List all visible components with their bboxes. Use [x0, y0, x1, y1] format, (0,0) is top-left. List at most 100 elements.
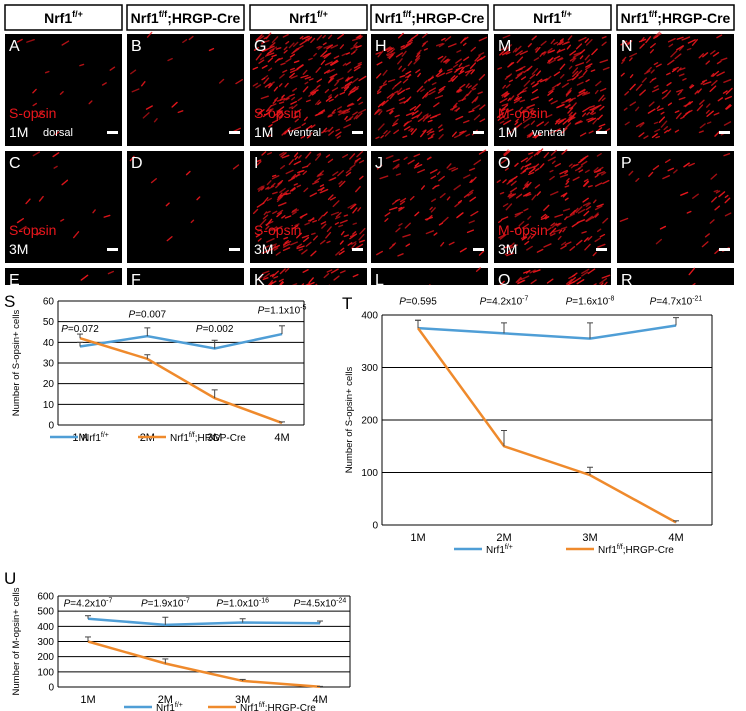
cone-mark: [355, 186, 361, 193]
cone-mark: [446, 163, 452, 169]
cone-mark: [515, 72, 523, 79]
cone-mark: [326, 68, 335, 74]
cone-mark: [346, 103, 355, 108]
cone-mark: [564, 122, 572, 130]
cone-mark: [575, 62, 585, 67]
cone-mark: [333, 55, 340, 59]
cone-mark: [620, 72, 625, 77]
cone-mark: [337, 109, 342, 113]
cone-mark: [624, 91, 630, 96]
cone-mark: [678, 73, 685, 77]
cone-mark: [275, 251, 281, 256]
cone-mark: [530, 81, 535, 85]
cone-mark: [317, 101, 322, 106]
cone-mark: [384, 47, 393, 52]
cone-mark: [293, 115, 299, 119]
cone-mark: [522, 183, 529, 190]
cone-mark: [478, 149, 487, 155]
cone-mark: [305, 151, 312, 159]
micrograph-panel: G S-opsin 1M ventral: [250, 32, 367, 146]
panel-background: [127, 34, 244, 146]
cone-mark: [300, 74, 309, 79]
cone-mark: [376, 164, 383, 170]
cone-mark: [166, 236, 173, 242]
cone-mark: [546, 114, 553, 118]
cone-mark: [514, 226, 521, 230]
cone-mark: [344, 81, 353, 87]
cone-mark: [661, 95, 667, 100]
y-tick-label: 400: [361, 311, 378, 322]
panel-letter: B: [131, 38, 142, 55]
cone-mark: [553, 128, 561, 133]
cone-mark: [398, 97, 406, 101]
cone-mark: [402, 78, 409, 84]
cone-mark: [709, 219, 715, 224]
cone-mark: [724, 197, 731, 204]
cone-mark: [342, 153, 349, 159]
cone-mark: [593, 283, 597, 285]
cone-mark: [689, 84, 695, 89]
cone-mark: [267, 248, 274, 252]
cone-mark: [398, 65, 403, 70]
cone-mark: [447, 43, 457, 48]
cone-mark: [499, 97, 508, 104]
cone-mark: [262, 48, 267, 52]
cone-mark: [500, 159, 507, 164]
cone-mark: [308, 132, 313, 137]
cone-mark: [321, 130, 326, 134]
cone-mark: [714, 205, 721, 211]
cone-mark: [426, 156, 432, 161]
cone-mark: [479, 104, 486, 110]
cone-mark: [283, 49, 288, 54]
cone-mark: [26, 39, 35, 43]
panel-letter: H: [375, 38, 387, 55]
cone-mark: [262, 277, 269, 281]
cone-mark: [509, 242, 515, 248]
cone-mark: [431, 82, 437, 86]
cone-mark: [322, 52, 330, 58]
cone-mark: [284, 215, 292, 219]
cone-mark: [568, 111, 573, 117]
cone-mark: [577, 165, 583, 170]
x-tick-label: 4M: [312, 694, 327, 706]
cone-mark: [455, 58, 462, 64]
scale-bar: [719, 248, 730, 251]
scale-bar: [473, 248, 484, 251]
cone-mark: [675, 112, 682, 120]
cone-mark: [559, 169, 568, 175]
cone-mark: [422, 91, 429, 99]
cone-mark: [188, 35, 194, 41]
cone-mark: [428, 87, 437, 93]
cone-mark: [509, 187, 518, 193]
cone-mark: [399, 101, 406, 105]
x-tick-label: 4M: [274, 432, 289, 444]
cone-mark: [341, 86, 346, 89]
cone-mark: [469, 179, 473, 184]
cone-mark: [301, 234, 310, 239]
cone-mark: [437, 88, 445, 94]
cone-mark: [536, 248, 544, 253]
cone-mark: [585, 79, 590, 83]
cone-mark: [629, 57, 633, 62]
cone-mark: [302, 170, 308, 175]
cone-mark: [725, 104, 731, 110]
cone-mark: [451, 131, 457, 137]
cone-mark: [330, 268, 339, 274]
cone-mark: [415, 69, 421, 74]
cone-mark: [296, 184, 302, 188]
cone-mark: [330, 75, 335, 80]
cone-mark: [260, 186, 265, 191]
region-label: dorsal: [43, 127, 73, 139]
cone-mark: [594, 237, 601, 243]
micrograph-panel: KS-opsin4M: [250, 267, 367, 285]
cone-mark: [271, 175, 280, 180]
cone-mark: [459, 66, 465, 73]
cone-mark: [319, 170, 325, 175]
cone-mark: [664, 158, 671, 163]
cone-mark: [411, 110, 419, 116]
cone-mark: [267, 280, 273, 285]
cone-mark: [459, 130, 465, 134]
cone-mark: [527, 235, 532, 240]
cone-mark: [312, 235, 318, 241]
cone-mark: [667, 128, 672, 132]
